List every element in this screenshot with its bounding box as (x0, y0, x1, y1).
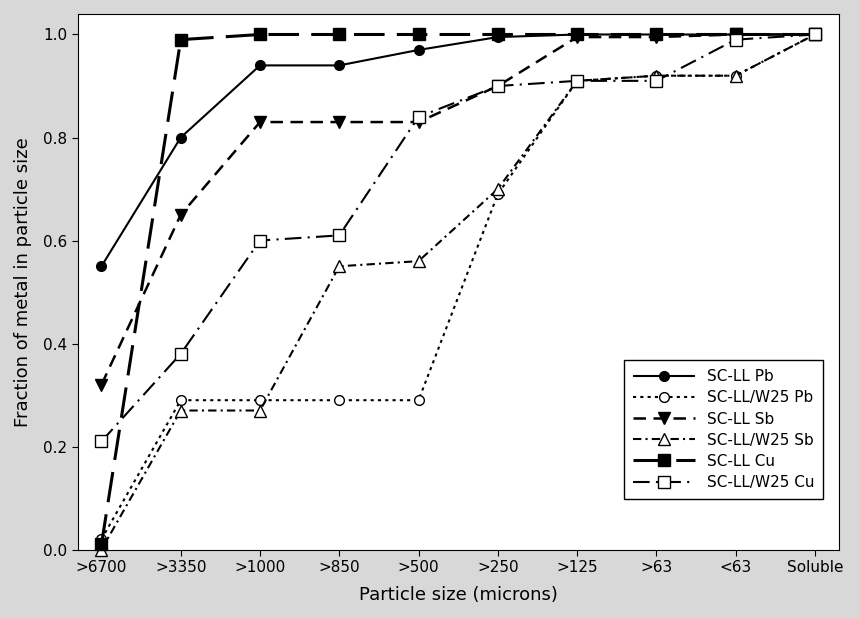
SC-LL/W25 Sb (255, 407, 265, 414)
Line: SC-LL/W25 Sb: SC-LL/W25 Sb (96, 29, 820, 555)
SC-LL Pb (334, 62, 344, 69)
SC-LL Sb (810, 31, 820, 38)
SC-LL Pb (255, 62, 265, 69)
SC-LL/W25 Pb (572, 77, 582, 85)
SC-LL Cu (414, 31, 424, 38)
SC-LL Cu (96, 541, 107, 548)
SC-LL/W25 Cu (96, 438, 107, 445)
SC-LL Pb (96, 263, 107, 270)
SC-LL/W25 Cu (414, 113, 424, 121)
SC-LL/W25 Cu (493, 82, 503, 90)
X-axis label: Particle size (microns): Particle size (microns) (359, 586, 557, 604)
SC-LL/W25 Pb (255, 397, 265, 404)
SC-LL/W25 Cu (810, 31, 820, 38)
Legend: SC-LL Pb, SC-LL/W25 Pb, SC-LL Sb, SC-LL/W25 Sb, SC-LL Cu, SC-LL/W25 Cu: SC-LL Pb, SC-LL/W25 Pb, SC-LL Sb, SC-LL/… (624, 360, 823, 499)
SC-LL/W25 Pb (175, 397, 186, 404)
SC-LL Pb (414, 46, 424, 54)
SC-LL/W25 Pb (810, 31, 820, 38)
SC-LL Sb (493, 82, 503, 90)
SC-LL/W25 Pb (730, 72, 740, 79)
SC-LL/W25 Sb (334, 263, 344, 270)
SC-LL/W25 Pb (651, 72, 661, 79)
Line: SC-LL/W25 Cu: SC-LL/W25 Cu (96, 29, 820, 447)
SC-LL Sb (334, 119, 344, 126)
SC-LL/W25 Cu (334, 232, 344, 239)
SC-LL Pb (810, 31, 820, 38)
SC-LL/W25 Pb (334, 397, 344, 404)
SC-LL Pb (175, 134, 186, 142)
SC-LL/W25 Sb (96, 546, 107, 553)
SC-LL Sb (175, 211, 186, 219)
SC-LL Sb (651, 33, 661, 41)
SC-LL/W25 Sb (493, 185, 503, 193)
SC-LL/W25 Cu (255, 237, 265, 244)
SC-LL Cu (175, 36, 186, 43)
SC-LL Sb (255, 119, 265, 126)
Line: SC-LL Sb: SC-LL Sb (96, 29, 820, 391)
SC-LL/W25 Sb (810, 31, 820, 38)
SC-LL Pb (493, 33, 503, 41)
SC-LL Cu (810, 31, 820, 38)
Line: SC-LL Pb: SC-LL Pb (96, 30, 820, 271)
SC-LL Sb (414, 119, 424, 126)
SC-LL/W25 Sb (175, 407, 186, 414)
SC-LL Cu (493, 31, 503, 38)
SC-LL Cu (334, 31, 344, 38)
SC-LL/W25 Cu (175, 350, 186, 358)
Y-axis label: Fraction of metal in particle size: Fraction of metal in particle size (14, 137, 32, 426)
SC-LL/W25 Sb (572, 77, 582, 85)
Line: SC-LL Cu: SC-LL Cu (95, 28, 821, 551)
SC-LL Sb (96, 381, 107, 389)
SC-LL/W25 Cu (651, 77, 661, 85)
SC-LL/W25 Pb (96, 536, 107, 543)
SC-LL/W25 Sb (651, 72, 661, 79)
SC-LL Cu (572, 31, 582, 38)
SC-LL Pb (730, 31, 740, 38)
SC-LL/W25 Pb (493, 190, 503, 198)
SC-LL/W25 Cu (572, 77, 582, 85)
SC-LL Sb (730, 31, 740, 38)
SC-LL Cu (651, 31, 661, 38)
SC-LL/W25 Sb (730, 72, 740, 79)
SC-LL/W25 Sb (414, 258, 424, 265)
SC-LL Pb (651, 31, 661, 38)
Line: SC-LL/W25 Pb: SC-LL/W25 Pb (96, 30, 820, 544)
SC-LL/W25 Pb (414, 397, 424, 404)
SC-LL Pb (572, 31, 582, 38)
SC-LL/W25 Cu (730, 36, 740, 43)
SC-LL Sb (572, 33, 582, 41)
SC-LL Cu (255, 31, 265, 38)
SC-LL Cu (730, 31, 740, 38)
